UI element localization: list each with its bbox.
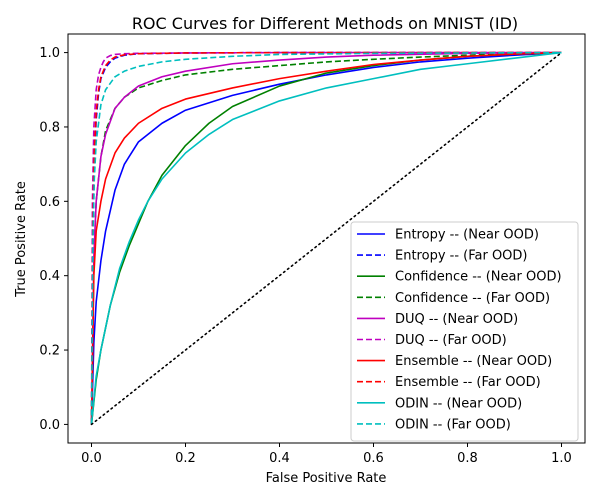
legend-label: Ensemble -- (Near OOD) bbox=[395, 354, 552, 369]
legend-label: ODIN -- (Far OOD) bbox=[395, 417, 511, 432]
x-tick-label: 0.8 bbox=[457, 451, 478, 466]
series-line-duq-far-ood bbox=[90, 51, 562, 425]
y-tick-label: 0.2 bbox=[39, 344, 60, 359]
y-tick-label: 0.8 bbox=[39, 120, 60, 135]
legend-label: Entropy -- (Far OOD) bbox=[395, 249, 528, 264]
legend: Entropy -- (Near OOD) Entropy -- (Far OOD… bbox=[350, 221, 579, 442]
legend-label: DUQ -- (Far OOD) bbox=[395, 333, 507, 348]
y-tick-label: 0.6 bbox=[39, 195, 60, 210]
legend-label: DUQ -- (Near OOD) bbox=[395, 312, 518, 327]
x-tick-label: 0.0 bbox=[81, 451, 102, 466]
plot-lines bbox=[90, 51, 563, 426]
y-tick-label: 0.0 bbox=[39, 418, 60, 433]
x-tick-label: 0.4 bbox=[269, 451, 290, 466]
x-tick-label: 0.2 bbox=[175, 451, 196, 466]
legend-label: ODIN -- (Near OOD) bbox=[395, 396, 522, 411]
legend-label: Confidence -- (Near OOD) bbox=[395, 270, 562, 285]
legend-label: Confidence -- (Far OOD) bbox=[395, 291, 550, 306]
series-line-ensemble-far-ood bbox=[90, 51, 562, 425]
y-tick-label: 1.0 bbox=[39, 46, 60, 61]
series-line-ensemble-near-ood bbox=[90, 51, 562, 425]
diagonal-reference-line bbox=[90, 51, 563, 426]
x-tick-label: 1.0 bbox=[551, 451, 572, 466]
series-line-odin-far-ood bbox=[90, 51, 562, 425]
series-line-confidence-far-ood bbox=[90, 51, 562, 425]
legend-label: Entropy -- (Near OOD) bbox=[395, 228, 539, 243]
legend-box bbox=[350, 221, 579, 442]
plot-frame bbox=[67, 33, 586, 444]
y-axis: 0.0 0.2 0.4 0.6 0.8 1.0 bbox=[39, 46, 68, 433]
series-line-duq-near-ood bbox=[90, 51, 562, 425]
legend-label: Ensemble -- (Far OOD) bbox=[395, 375, 541, 390]
y-axis-label: True Positive Rate bbox=[14, 181, 29, 298]
chart-title: ROC Curves for Different Methods on MNIS… bbox=[132, 14, 518, 33]
series-line-odin-near-ood bbox=[90, 51, 562, 425]
x-axis: 0.0 0.2 0.4 0.6 0.8 1.0 bbox=[81, 443, 572, 466]
x-tick-label: 0.6 bbox=[363, 451, 384, 466]
x-axis-label: False Positive Rate bbox=[266, 471, 387, 486]
y-tick-label: 0.4 bbox=[39, 269, 60, 284]
series-line-entropy-near-ood bbox=[90, 51, 562, 425]
